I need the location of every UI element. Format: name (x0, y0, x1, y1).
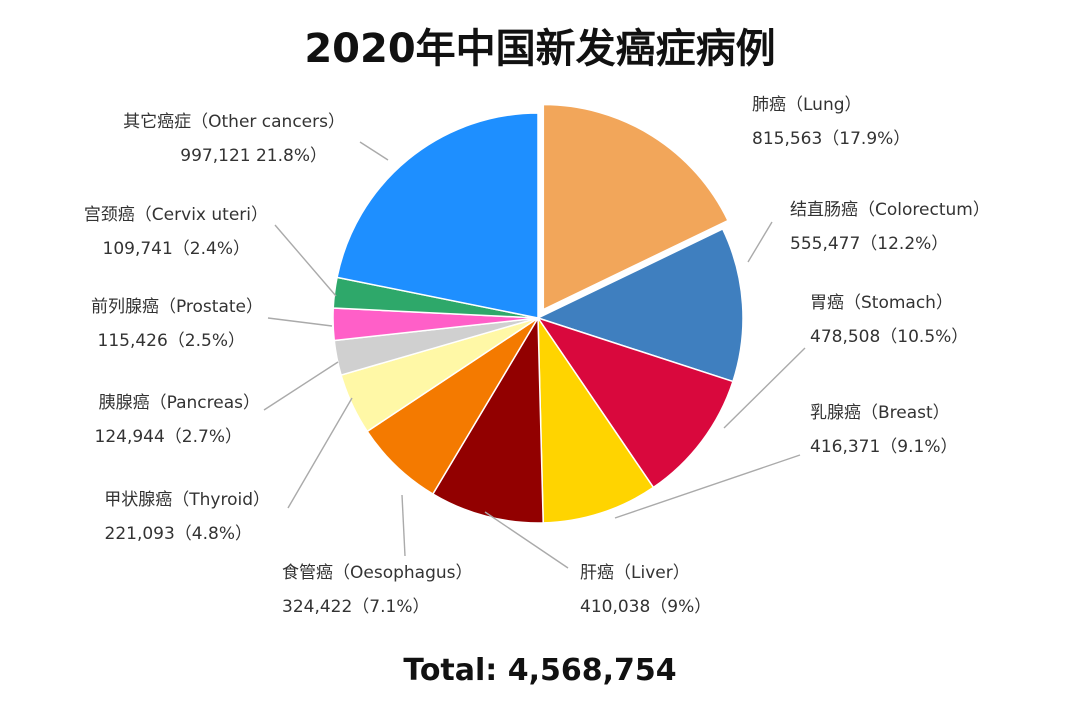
pie-slice-2 (536, 316, 734, 489)
slice-label-value-8: 115,426（2.5%） (98, 331, 246, 351)
leader-line-3 (614, 454, 801, 519)
slice-label-name-2: 胃癌（Stomach） (810, 293, 953, 313)
leader-line-7 (263, 361, 339, 411)
leader-lines (263, 141, 806, 569)
slice-label-value-6: 221,093（4.8%） (105, 524, 253, 544)
pie-slices (332, 103, 744, 524)
slice-label-name-10: 其它癌症（Other cancers） (123, 112, 345, 132)
slice-label-value-3: 416,371（9.1%） (810, 437, 958, 457)
pie-slice-4 (431, 315, 544, 524)
slice-label-value-4: 410,038（9%） (580, 597, 711, 617)
total-label: Total: 4,568,754 (403, 653, 676, 688)
pie-slice-10 (336, 112, 539, 319)
leader-line-9 (274, 224, 337, 297)
leader-line-4 (484, 511, 569, 569)
slice-label-value-7: 124,944（2.7%） (95, 427, 243, 447)
slice-label-name-7: 胰腺癌（Pancreas） (99, 393, 260, 413)
slice-label-name-5: 食管癌（Oesophagus） (282, 563, 473, 583)
slice-label-value-0: 815,563（17.9%） (752, 129, 910, 149)
leader-line-5 (401, 494, 406, 557)
slice-labels: 肺癌（Lung） 815,563（17.9%） 结直肠癌（Colorectum） 55… (84, 95, 990, 617)
pie-slice-1 (535, 227, 744, 383)
slice-label-name-9: 宫颈癌（Cervix uteri） (84, 205, 268, 225)
slice-label-value-10: 997,121 21.8%） (180, 146, 327, 166)
slice-label-name-0: 肺癌（Lung） (752, 95, 862, 115)
leader-line-1 (747, 221, 773, 263)
pie-slice-3 (537, 315, 655, 524)
leader-line-2 (723, 347, 806, 429)
leader-line-6 (287, 397, 353, 509)
slice-label-value-1: 555,477（12.2%） (790, 234, 948, 254)
slice-label-value-2: 478,508（10.5%） (810, 327, 968, 347)
leader-line-8 (267, 317, 333, 327)
chart-title: 2020年中国新发癌症病例 (304, 26, 775, 72)
slice-label-name-4: 肝癌（Liver） (580, 563, 690, 583)
pie-slice-0 (542, 103, 729, 311)
slice-label-value-9: 109,741（2.4%） (103, 239, 251, 259)
slice-label-name-3: 乳腺癌（Breast） (810, 403, 950, 423)
slice-label-name-1: 结直肠癌（Colorectum） (790, 200, 990, 220)
slice-label-name-6: 甲状腺癌（Thyroid） (104, 490, 270, 510)
slice-label-name-8: 前列腺癌（Prostate） (91, 297, 263, 317)
leader-line-10 (359, 141, 389, 161)
slice-label-value-5: 324,422（7.1%） (282, 597, 430, 617)
